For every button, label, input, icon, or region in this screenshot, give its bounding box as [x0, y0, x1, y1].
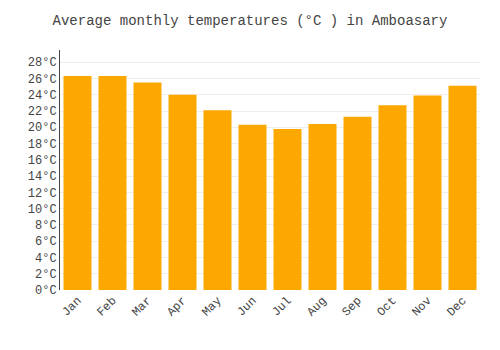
- svg-text:10°C: 10°C: [28, 203, 57, 217]
- svg-text:24°C: 24°C: [28, 89, 57, 103]
- svg-text:14°C: 14°C: [28, 170, 57, 184]
- svg-text:Sep: Sep: [339, 294, 364, 319]
- svg-text:Apr: Apr: [164, 294, 189, 319]
- svg-text:8°C: 8°C: [35, 219, 57, 233]
- svg-text:12°C: 12°C: [28, 187, 57, 201]
- svg-text:6°C: 6°C: [35, 235, 57, 249]
- svg-text:16°C: 16°C: [28, 154, 57, 168]
- svg-text:Aug: Aug: [304, 294, 329, 319]
- svg-text:20°C: 20°C: [28, 121, 57, 135]
- svg-text:4°C: 4°C: [35, 252, 57, 266]
- svg-text:18°C: 18°C: [28, 138, 57, 152]
- svg-text:28°C: 28°C: [28, 56, 57, 70]
- svg-text:Jun: Jun: [234, 294, 259, 319]
- svg-text:Nov: Nov: [409, 294, 434, 319]
- svg-text:0°C: 0°C: [35, 284, 57, 298]
- svg-text:2°C: 2°C: [35, 268, 57, 282]
- svg-text:Jul: Jul: [269, 294, 294, 319]
- svg-text:22°C: 22°C: [28, 105, 57, 119]
- svg-text:Jan: Jan: [59, 294, 84, 319]
- svg-text:Feb: Feb: [94, 294, 119, 319]
- svg-text:Mar: Mar: [129, 294, 154, 319]
- svg-text:26°C: 26°C: [28, 73, 57, 87]
- svg-text:Oct: Oct: [374, 294, 399, 319]
- svg-text:Average monthly temperatures (: Average monthly temperatures (°C ) in Am…: [53, 13, 448, 29]
- svg-text:May: May: [199, 294, 224, 319]
- svg-text:Dec: Dec: [444, 294, 469, 319]
